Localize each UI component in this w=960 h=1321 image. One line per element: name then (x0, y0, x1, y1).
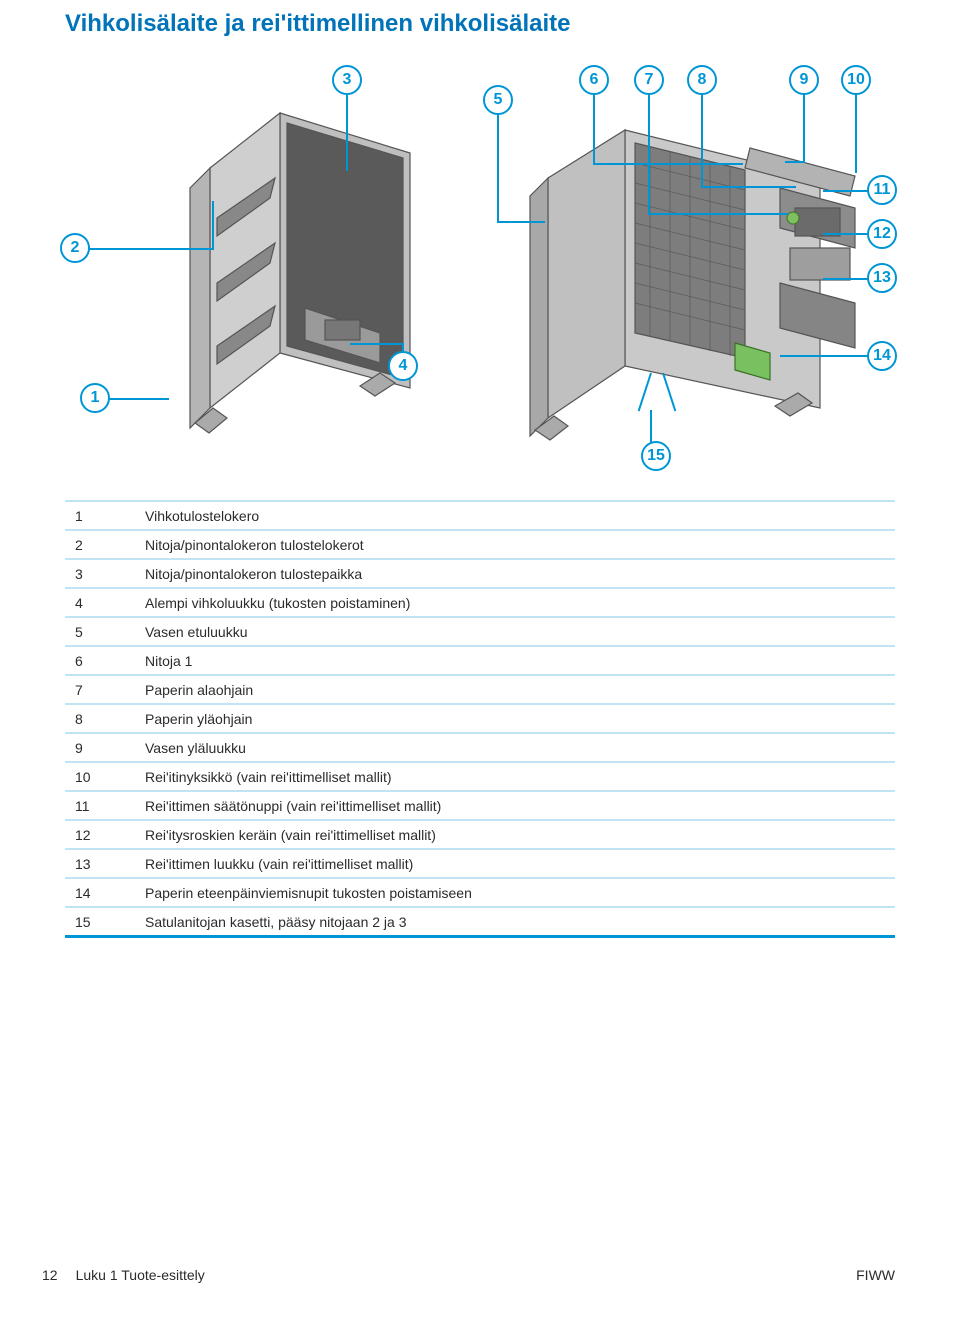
part-description: Paperin eteenpäinviemisnupit tukosten po… (135, 878, 895, 907)
part-description: Paperin alaohjain (135, 675, 895, 704)
part-number: 9 (65, 733, 135, 762)
callout-11: 11 (867, 175, 897, 205)
callout-10: 10 (841, 65, 871, 95)
part-description: Paperin yläohjain (135, 704, 895, 733)
callout-8: 8 (687, 65, 717, 95)
part-number: 13 (65, 849, 135, 878)
part-number: 3 (65, 559, 135, 588)
part-description: Vasen yläluukku (135, 733, 895, 762)
part-number: 15 (65, 907, 135, 937)
part-number: 12 (65, 820, 135, 849)
part-description: Alempi vihkoluukku (tukosten poistaminen… (135, 588, 895, 617)
callout-1: 1 (80, 383, 110, 413)
table-row: 7Paperin alaohjain (65, 675, 895, 704)
part-description: Rei'ittimen luukku (vain rei'ittimellise… (135, 849, 895, 878)
part-number: 5 (65, 617, 135, 646)
table-row: 10Rei'itinyksikkö (vain rei'ittimelliset… (65, 762, 895, 791)
callout-7: 7 (634, 65, 664, 95)
part-number: 8 (65, 704, 135, 733)
table-row: 13Rei'ittimen luukku (vain rei'ittimelli… (65, 849, 895, 878)
part-number: 14 (65, 878, 135, 907)
callout-5: 5 (483, 85, 513, 115)
part-description: Rei'itinyksikkö (vain rei'ittimelliset m… (135, 762, 895, 791)
part-description: Rei'itysroskien keräin (vain rei'ittimel… (135, 820, 895, 849)
callout-3: 3 (332, 65, 362, 95)
table-row: 9Vasen yläluukku (65, 733, 895, 762)
table-row: 2Nitoja/pinontalokeron tulostelokerot (65, 530, 895, 559)
table-row: 5Vasen etuluukku (65, 617, 895, 646)
callout-4: 4 (388, 351, 418, 381)
callout-14: 14 (867, 341, 897, 371)
part-description: Nitoja/pinontalokeron tulostelokerot (135, 530, 895, 559)
table-row: 8Paperin yläohjain (65, 704, 895, 733)
callout-13: 13 (867, 263, 897, 293)
diagram-area: 1 2 3 4 5 6 7 8 9 10 11 12 13 14 15 (65, 63, 895, 478)
callout-2: 2 (60, 233, 90, 263)
callout-15: 15 (641, 441, 671, 471)
part-description: Vihkotulostelokero (135, 501, 895, 530)
callout-6: 6 (579, 65, 609, 95)
page-footer: 12 Luku 1 Tuote-esittely FIWW (42, 1267, 895, 1283)
table-row: 11Rei'ittimen säätönuppi (vain rei'ittim… (65, 791, 895, 820)
parts-table: 1Vihkotulostelokero2Nitoja/pinontalokero… (65, 500, 895, 938)
part-number: 6 (65, 646, 135, 675)
footer-lang: FIWW (856, 1267, 895, 1283)
part-number: 10 (65, 762, 135, 791)
table-row: 6Nitoja 1 (65, 646, 895, 675)
callout-9: 9 (789, 65, 819, 95)
part-description: Nitoja/pinontalokeron tulostepaikka (135, 559, 895, 588)
part-number: 11 (65, 791, 135, 820)
table-row: 1Vihkotulostelokero (65, 501, 895, 530)
page-heading: Vihkolisälaite ja rei'ittimellinen vihko… (65, 0, 895, 38)
part-number: 4 (65, 588, 135, 617)
part-number: 1 (65, 501, 135, 530)
device-left-illustration (155, 108, 430, 438)
table-row: 15Satulanitojan kasetti, pääsy nitojaan … (65, 907, 895, 937)
table-row: 14Paperin eteenpäinviemisnupit tukosten … (65, 878, 895, 907)
part-number: 7 (65, 675, 135, 704)
footer-chapter: Luku 1 Tuote-esittely (76, 1267, 205, 1283)
callout-12: 12 (867, 219, 897, 249)
part-description: Rei'ittimen säätönuppi (vain rei'ittimel… (135, 791, 895, 820)
part-description: Satulanitojan kasetti, pääsy nitojaan 2 … (135, 907, 895, 937)
part-description: Vasen etuluukku (135, 617, 895, 646)
part-description: Nitoja 1 (135, 646, 895, 675)
table-row: 12Rei'itysroskien keräin (vain rei'ittim… (65, 820, 895, 849)
footer-page-number: 12 (42, 1267, 58, 1283)
table-row: 4Alempi vihkoluukku (tukosten poistamine… (65, 588, 895, 617)
device-right-illustration (520, 118, 860, 448)
part-number: 2 (65, 530, 135, 559)
table-row: 3Nitoja/pinontalokeron tulostepaikka (65, 559, 895, 588)
